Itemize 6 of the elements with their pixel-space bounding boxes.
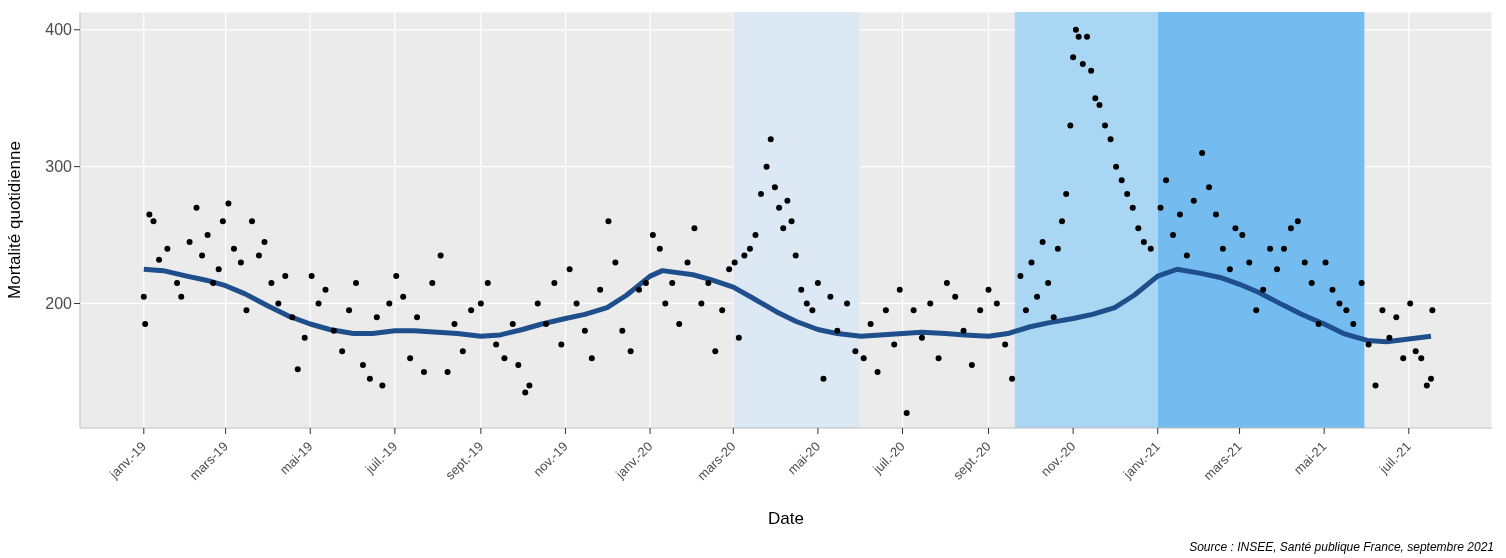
- y-tick-label: 200: [45, 295, 73, 313]
- x-axis-title: Date: [768, 509, 804, 528]
- y-tick-label: 400: [45, 21, 73, 39]
- source-note: Source : INSEE, Santé publique France, septembre 2021: [1189, 540, 1494, 554]
- y-axis-title: Mortalité quotidienne: [5, 141, 25, 299]
- y-tick-label: 300: [45, 158, 73, 176]
